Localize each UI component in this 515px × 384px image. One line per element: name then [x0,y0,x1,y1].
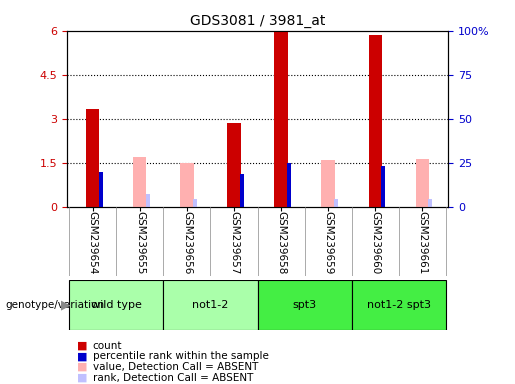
Bar [146,194,150,207]
Text: wild type: wild type [91,300,142,310]
Bar [416,159,429,207]
Text: ■: ■ [77,351,88,361]
Bar [274,32,287,207]
Text: ▶: ▶ [61,299,71,312]
Bar [334,199,338,207]
Text: GSM239655: GSM239655 [135,211,145,274]
Text: spt3: spt3 [293,300,317,310]
Bar [180,163,194,207]
Bar [70,280,163,330]
Bar [240,174,244,207]
Text: count: count [93,341,122,351]
Title: GDS3081 / 3981_at: GDS3081 / 3981_at [190,14,325,28]
Text: GSM239659: GSM239659 [323,211,333,274]
Text: not1-2 spt3: not1-2 spt3 [367,300,431,310]
Text: GSM239654: GSM239654 [88,211,98,274]
Text: value, Detection Call = ABSENT: value, Detection Call = ABSENT [93,362,258,372]
Text: not1-2: not1-2 [192,300,229,310]
Bar [381,166,385,207]
Bar [321,160,335,207]
Text: percentile rank within the sample: percentile rank within the sample [93,351,269,361]
Text: GSM239658: GSM239658 [276,211,286,274]
Bar [228,122,241,207]
Text: GSM239660: GSM239660 [370,211,380,274]
Text: GSM239657: GSM239657 [229,211,239,274]
Text: rank, Detection Call = ABSENT: rank, Detection Call = ABSENT [93,373,253,383]
Text: GSM239661: GSM239661 [417,211,427,274]
Text: GSM239656: GSM239656 [182,211,192,274]
Bar [258,280,352,330]
Text: ■: ■ [77,362,88,372]
Bar [99,172,102,207]
Text: ■: ■ [77,373,88,383]
Bar [352,280,445,330]
Bar [163,280,258,330]
Bar [193,199,197,207]
Bar [369,35,382,207]
Bar [86,109,99,207]
Bar [287,163,291,207]
Text: genotype/variation: genotype/variation [5,300,104,310]
Bar [428,199,432,207]
Bar [133,157,146,207]
Text: ■: ■ [77,341,88,351]
